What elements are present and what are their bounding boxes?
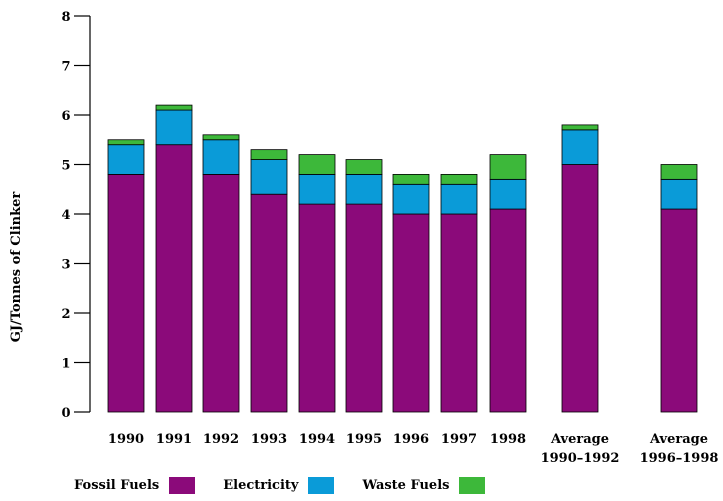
bar-segment-waste-fuels (660, 164, 698, 180)
y-axis: 0 1 2 3 4 5 6 7 8 (61, 10, 91, 421)
bar-segment-fossil-fuels (392, 213, 430, 413)
legend-swatch-fossil-fuels (169, 477, 196, 494)
bar-segment-waste-fuels (298, 154, 336, 175)
y-tick-label: 2 (61, 307, 70, 322)
bar-segment-electricity (107, 144, 145, 175)
legend: Fossil Fuels Electricity Waste Fuels (74, 477, 513, 494)
bar-segment-fossil-fuels (660, 208, 698, 413)
bar-segment-waste-fuels (345, 159, 383, 175)
bar-segment-waste-fuels (561, 124, 599, 131)
y-tick-label: 8 (61, 10, 70, 25)
bar-segment-electricity (489, 178, 527, 210)
bar-segment-fossil-fuels (489, 208, 527, 413)
legend-item-fossil-fuels: Fossil Fuels (74, 477, 196, 494)
y-axis-label: GJ/Tonnes of Clinker (9, 192, 24, 343)
y-tick-label: 6 (61, 109, 70, 124)
legend-label-electricity: Electricity (223, 478, 299, 493)
bar-segment-waste-fuels (202, 134, 240, 141)
y-tick-label: 1 (61, 357, 70, 372)
bar-segment-electricity (250, 159, 288, 195)
bar-segment-fossil-fuels (107, 173, 145, 413)
x-tick-label: 1995 (346, 432, 382, 447)
x-tick-label: 1990 (108, 432, 144, 447)
bar-segment-electricity (345, 173, 383, 205)
x-axis-labels: 1990 1991 1992 1993 1994 1995 1996 1997 1998 Aver… (108, 432, 719, 466)
y-tick-label: 0 (61, 406, 70, 421)
bar-segment-fossil-fuels (440, 213, 478, 413)
x-tick-label: 1998 (490, 432, 526, 447)
bar-segment-waste-fuels (107, 139, 145, 146)
x-tick-label: Average 1996–1998 (640, 432, 719, 466)
x-tick-label: 1991 (156, 432, 192, 447)
bar-segment-waste-fuels (392, 173, 430, 185)
x-tick-label: 1993 (251, 432, 287, 447)
bar-segment-fossil-fuels (298, 203, 336, 413)
bar-segment-electricity (392, 183, 430, 215)
x-tick-label: 1996 (393, 432, 429, 447)
bar-segment-electricity (440, 183, 478, 215)
y-tick-label: 7 (61, 60, 70, 75)
legend-item-waste-fuels: Waste Fuels (362, 477, 486, 494)
bar-segment-fossil-fuels (202, 173, 240, 413)
bar-segment-fossil-fuels (250, 193, 288, 413)
bar-segment-electricity (298, 173, 336, 205)
x-tick-label: 1994 (299, 432, 335, 447)
bar-segment-electricity (561, 129, 599, 165)
bar-segment-waste-fuels (250, 149, 288, 160)
x-tick-label: 1997 (441, 432, 477, 447)
legend-label-waste-fuels: Waste Fuels (362, 478, 450, 493)
bar-segment-fossil-fuels (561, 164, 599, 413)
legend-label-fossil-fuels: Fossil Fuels (74, 478, 160, 493)
bar-segment-electricity (155, 109, 193, 146)
y-tick-label: 3 (61, 258, 70, 273)
legend-item-electricity: Electricity (223, 477, 335, 494)
bar-segment-fossil-fuels (345, 203, 383, 413)
x-tick-label: Average 1990–1992 (541, 432, 620, 466)
bar-segment-waste-fuels (155, 104, 193, 111)
bar-segment-waste-fuels (440, 173, 478, 185)
legend-swatch-waste-fuels (459, 477, 486, 494)
x-tick-label: 1992 (203, 432, 239, 447)
bar-segment-fossil-fuels (155, 144, 193, 413)
bar-segment-waste-fuels (489, 154, 527, 180)
bar-segment-electricity (202, 139, 240, 175)
bar-segment-electricity (660, 178, 698, 210)
bars (107, 104, 698, 413)
legend-swatch-electricity (308, 477, 335, 494)
y-tick-label: 4 (61, 208, 70, 223)
y-tick-label: 5 (61, 159, 70, 174)
